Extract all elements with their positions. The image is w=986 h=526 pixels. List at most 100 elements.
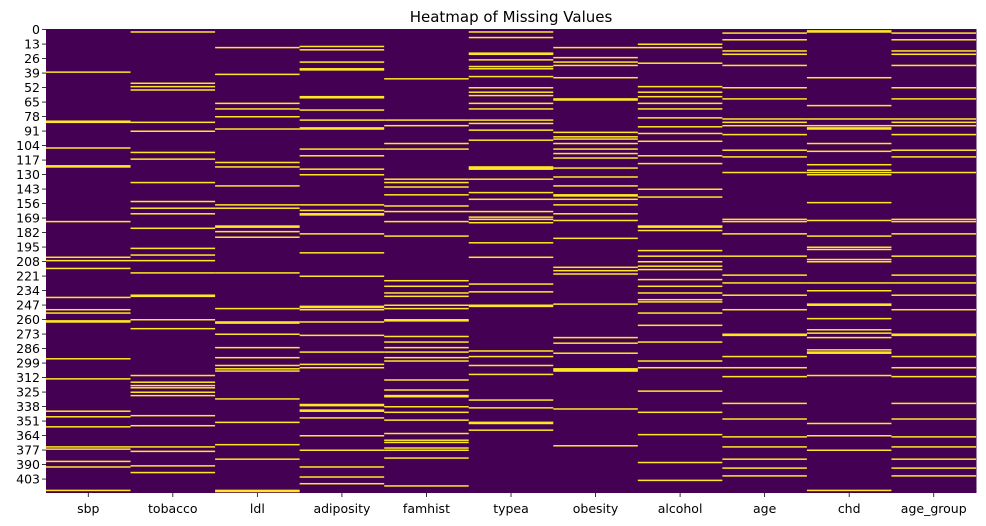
missing-cell-tobacco-239	[130, 295, 216, 298]
y-tick-label: 117	[16, 153, 40, 168]
missing-cell-ldl-160	[215, 207, 300, 209]
missing-cell-chd-128	[806, 171, 892, 174]
missing-cell-famhist-350	[384, 419, 469, 421]
column-typea	[468, 29, 554, 493]
missing-cell-obesity-219	[553, 273, 638, 275]
missing-cell-famhist-158	[384, 205, 469, 207]
missing-cell-adiposity-336	[299, 403, 385, 406]
missing-cell-obesity-148	[553, 194, 638, 196]
missing-cell-alcohol-254	[637, 312, 723, 314]
missing-cell-adiposity-81	[299, 119, 385, 121]
missing-cell-chd-290	[806, 352, 892, 354]
missing-cell-adiposity-72	[299, 109, 385, 111]
x-tick-label-ldl: ldl	[250, 501, 265, 516]
column-adiposity	[299, 29, 385, 493]
missing-cell-age-374	[722, 446, 807, 448]
missing-cell-famhist-294	[384, 356, 469, 359]
y-tick-label: 26	[24, 51, 40, 66]
missing-cell-typea-339	[468, 407, 554, 409]
missing-cell-age-108	[722, 149, 807, 151]
missing-cell-age-293	[722, 355, 807, 358]
missing-cell-famhist-102	[384, 142, 469, 145]
missing-cell-famhist-370	[384, 441, 469, 444]
missing-cell-age_group-274	[891, 334, 976, 337]
missing-cell-obesity-276	[553, 336, 638, 339]
missing-cell-age_group-114	[891, 156, 976, 158]
missing-cell-adiposity-348	[299, 417, 385, 419]
missing-cell-ldl-181	[215, 230, 300, 233]
missing-cell-age-3	[722, 32, 807, 34]
missing-cell-adiposity-200	[299, 252, 385, 254]
y-tick-label: 390	[16, 457, 40, 472]
missing-cell-obesity-306	[553, 370, 638, 372]
missing-cell-adiposity-303	[299, 366, 385, 369]
x-tick-label-obesity: obesity	[573, 501, 619, 516]
missing-cell-alcohol-324	[637, 390, 723, 392]
missing-cell-ldl-306	[215, 370, 300, 372]
missing-cell-age_group-62	[891, 98, 976, 100]
missing-cell-famhist-239	[384, 295, 469, 298]
missing-cell-famhist-377	[384, 449, 469, 451]
missing-cell-alcohol-56	[637, 91, 723, 93]
missing-cell-adiposity-377	[299, 449, 385, 451]
missing-cell-adiposity-248	[299, 305, 385, 308]
missing-cell-sbp-413	[46, 489, 131, 492]
missing-cell-famhist-163	[384, 210, 469, 213]
missing-cell-ldl-40	[215, 73, 300, 76]
missing-cell-chd-206	[806, 258, 892, 261]
missing-cell-sbp-38	[46, 71, 131, 73]
missing-cell-obesity-373	[553, 445, 638, 447]
missing-cell-alcohol-143	[637, 188, 723, 190]
missing-cell-age-335	[722, 402, 807, 405]
missing-cell-famhist-107	[384, 148, 469, 150]
y-tick-label: 312	[16, 370, 40, 385]
missing-cell-adiposity-289	[299, 351, 385, 353]
missing-cell-age_group-374	[891, 446, 976, 448]
missing-cell-adiposity-35	[299, 68, 385, 70]
missing-cell-sbp-262	[46, 321, 131, 323]
missing-cell-sbp-347	[46, 416, 131, 418]
missing-cell-obesity-96	[553, 136, 638, 138]
missing-cell-typea-163	[468, 210, 554, 213]
missing-cell-famhist-261	[384, 320, 469, 322]
missing-cell-sbp-214	[46, 267, 131, 270]
missing-cell-typea-33	[468, 65, 554, 68]
missing-cell-age_group-108	[891, 149, 976, 151]
missing-cell-alcohol-203	[637, 255, 723, 257]
missing-cell-famhist-362	[384, 432, 469, 435]
missing-cell-adiposity-166	[299, 214, 385, 216]
missing-cell-adiposity-401	[299, 476, 385, 478]
y-tick-label: 260	[16, 312, 40, 327]
missing-cell-age-274	[722, 334, 807, 337]
missing-cell-age-251	[722, 308, 807, 311]
missing-cell-age_group-385	[891, 458, 976, 460]
missing-cell-famhist-185	[384, 235, 469, 237]
y-tick-label: 65	[24, 95, 40, 110]
missing-cell-tobacco-346	[130, 414, 216, 417]
missing-cell-adiposity-407	[299, 482, 385, 485]
missing-cell-typea-27	[468, 59, 554, 61]
missing-cell-obesity-32	[553, 64, 638, 67]
missing-cell-age-52	[722, 87, 807, 89]
missing-cell-typea-293	[468, 355, 554, 358]
missing-cell-age_group-86	[891, 124, 976, 127]
missing-cell-alcohol-93	[637, 132, 723, 135]
missing-cell-typea-71	[468, 108, 554, 110]
y-tick-label: 364	[16, 428, 40, 443]
missing-cell-adiposity-61	[299, 97, 385, 99]
missing-cell-chd-126	[806, 169, 892, 172]
missing-cell-obesity-140	[553, 185, 638, 187]
missing-cell-sbp-261	[46, 320, 131, 322]
missing-cell-famhist-148	[384, 194, 469, 196]
missing-cell-alcohol-16	[637, 46, 723, 49]
missing-cell-sbp-313	[46, 378, 131, 380]
missing-cell-sbp-204	[46, 256, 131, 259]
missing-cell-adiposity-29	[299, 61, 385, 63]
missing-cell-chd-155	[806, 201, 892, 204]
missing-cell-obesity-16	[553, 46, 638, 49]
missing-cell-ldl-176	[215, 225, 300, 227]
missing-cell-alcohol-51	[637, 85, 723, 88]
missing-cell-obesity-62	[553, 98, 638, 100]
x-tick-label-typea: typea	[493, 501, 529, 516]
